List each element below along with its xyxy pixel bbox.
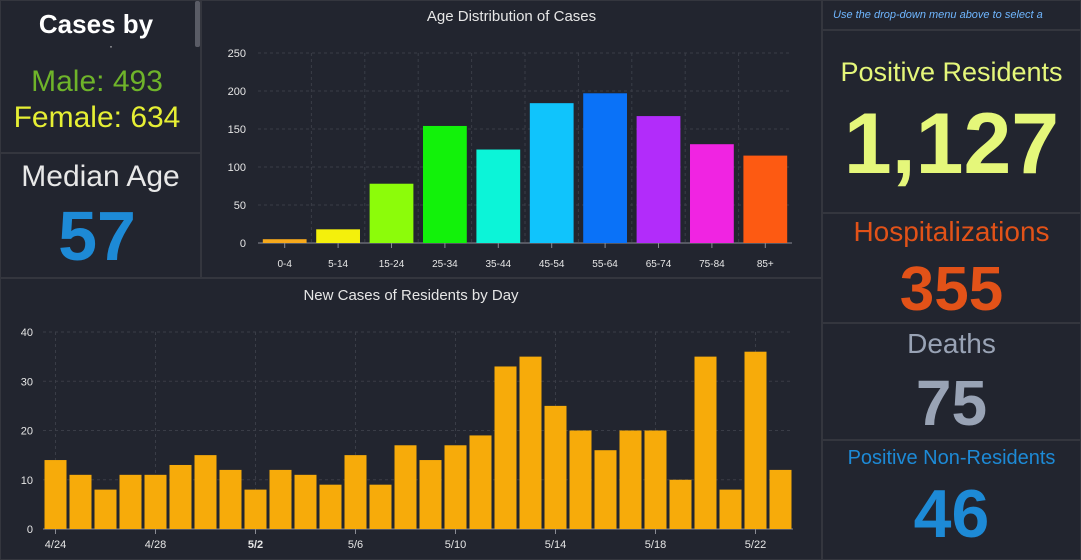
daily-bar-5/21	[720, 490, 742, 529]
median-age-label: Median Age	[1, 160, 200, 194]
daily-y-tick-label: 40	[21, 327, 33, 339]
age-y-tick-label: 50	[234, 200, 246, 212]
deaths-panel: Deaths 75	[822, 323, 1081, 440]
daily-bar-5/4	[295, 475, 317, 529]
daily-x-tick-label: 5/2	[248, 539, 263, 551]
daily-bar-5/14	[545, 406, 567, 529]
daily-bar-5/12	[495, 366, 517, 529]
daily-bar-4/27	[120, 475, 142, 529]
gender-title-mark: ·	[109, 39, 113, 53]
age-bar-65-74	[637, 116, 681, 243]
age-bar-5-14	[316, 229, 360, 243]
age-x-tick-label: 65-74	[646, 259, 672, 270]
daily-bar-5/3	[270, 470, 292, 529]
daily-bar-4/30	[195, 455, 217, 529]
age-y-tick-label: 100	[228, 162, 246, 174]
daily-x-tick-label: 5/14	[545, 539, 566, 551]
age-x-tick-label: 85+	[757, 259, 774, 270]
panel-scrollbar[interactable]	[195, 1, 200, 47]
selection-note-panel: Use the drop-down menu above to select a	[822, 0, 1081, 30]
daily-y-tick-label: 0	[27, 524, 33, 536]
female-count: Female: 634	[1, 101, 193, 135]
age-bar-25-34	[423, 126, 467, 243]
positive-non-residents-value: 46	[823, 475, 1080, 553]
daily-bar-4/28	[145, 475, 167, 529]
age-y-tick-label: 200	[228, 86, 246, 98]
daily-y-tick-label: 10	[21, 475, 33, 487]
gender-title: Cases by	[1, 9, 191, 40]
daily-x-tick-label: 4/28	[145, 539, 166, 551]
daily-bar-5/1	[220, 470, 242, 529]
daily-bar-5/5	[320, 485, 342, 529]
age-y-tick-label: 150	[228, 124, 246, 136]
gender-panel: Cases by · Male: 493 Female: 634	[0, 0, 201, 153]
age-distribution-chart: 0 50 100 150 200 250 0-4 5-14 15-24 25-34 35-44 45-…	[202, 1, 821, 277]
age-x-tick-label: 35-44	[486, 259, 512, 270]
age-y-tick-label: 0	[240, 238, 246, 250]
daily-bar-4/25	[70, 475, 92, 529]
age-x-tick-label: 25-34	[432, 259, 458, 270]
daily-y-tick-label: 20	[21, 426, 33, 438]
daily-cases-chart: 0 10 20 30 40 4/24 4/28 5/2 5/6 5/10 5/14 5/18 5/22	[1, 279, 821, 559]
daily-bar-5/8	[395, 445, 417, 529]
daily-bar-5/11	[470, 435, 492, 529]
daily-x-tick-label: 5/22	[745, 539, 766, 551]
daily-bar-4/26	[95, 490, 117, 529]
daily-x-tick-label: 4/24	[45, 539, 66, 551]
daily-bar-4/24	[45, 460, 67, 529]
daily-bar-5/22	[745, 352, 767, 529]
age-bar-75-84	[690, 144, 734, 243]
daily-bar-5/13	[520, 357, 542, 529]
positive-residents-value: 1,127	[823, 95, 1080, 194]
age-x-tick-label: 75-84	[699, 259, 725, 270]
age-x-tick-label: 55-64	[592, 259, 618, 270]
hospitalizations-label: Hospitalizations	[823, 216, 1080, 248]
age-bar-45-54	[530, 103, 574, 243]
age-x-tick-label: 5-14	[328, 259, 348, 270]
daily-bar-5/20	[695, 357, 717, 529]
deaths-value: 75	[823, 366, 1080, 440]
age-bar-15-24	[370, 184, 414, 243]
age-x-tick-label: 45-54	[539, 259, 565, 270]
selection-note: Use the drop-down menu above to select a	[833, 9, 1043, 21]
deaths-label: Deaths	[823, 328, 1080, 360]
daily-bar-5/9	[420, 460, 442, 529]
male-count: Male: 493	[1, 65, 193, 99]
daily-bar-5/19	[670, 480, 692, 529]
daily-bar-5/2	[245, 490, 267, 529]
age-bar-0-4	[263, 239, 307, 243]
daily-x-tick-label: 5/10	[445, 539, 466, 551]
daily-bar-5/15	[570, 431, 592, 530]
age-bar-85+	[743, 156, 787, 243]
daily-bar-5/17	[620, 431, 642, 530]
age-bar-55-64	[583, 93, 627, 243]
hospitalizations-panel: Hospitalizations 355	[822, 213, 1081, 323]
median-age-value: 57	[1, 196, 193, 276]
daily-bar-5/23	[770, 470, 792, 529]
hospitalizations-value: 355	[823, 254, 1080, 323]
age-bar-35-44	[476, 150, 520, 243]
daily-bar-5/6	[345, 455, 367, 529]
positive-non-residents-panel: Positive Non-Residents 46	[822, 440, 1081, 560]
age-distribution-panel: Age Distribution of Cases 0 50 100 150 200 25…	[201, 0, 822, 278]
daily-bar-5/7	[370, 485, 392, 529]
daily-bar-5/18	[645, 431, 667, 530]
median-age-panel: Median Age 57	[0, 153, 201, 278]
age-y-tick-label: 250	[228, 48, 246, 60]
daily-bar-5/10	[445, 445, 467, 529]
positive-residents-label: Positive Residents	[823, 57, 1080, 88]
age-x-tick-label: 0-4	[277, 259, 292, 270]
age-x-tick-label: 15-24	[379, 259, 405, 270]
daily-x-tick-label: 5/18	[645, 539, 666, 551]
daily-cases-panel: New Cases of Residents by Day 0 10 20 30 40 4…	[0, 278, 822, 560]
daily-x-tick-label: 5/6	[348, 539, 363, 551]
daily-y-tick-label: 30	[21, 376, 33, 388]
daily-bar-5/16	[595, 450, 617, 529]
positive-non-residents-label: Positive Non-Residents	[823, 447, 1080, 470]
positive-residents-panel: Positive Residents 1,127	[822, 30, 1081, 213]
daily-bar-4/29	[170, 465, 192, 529]
